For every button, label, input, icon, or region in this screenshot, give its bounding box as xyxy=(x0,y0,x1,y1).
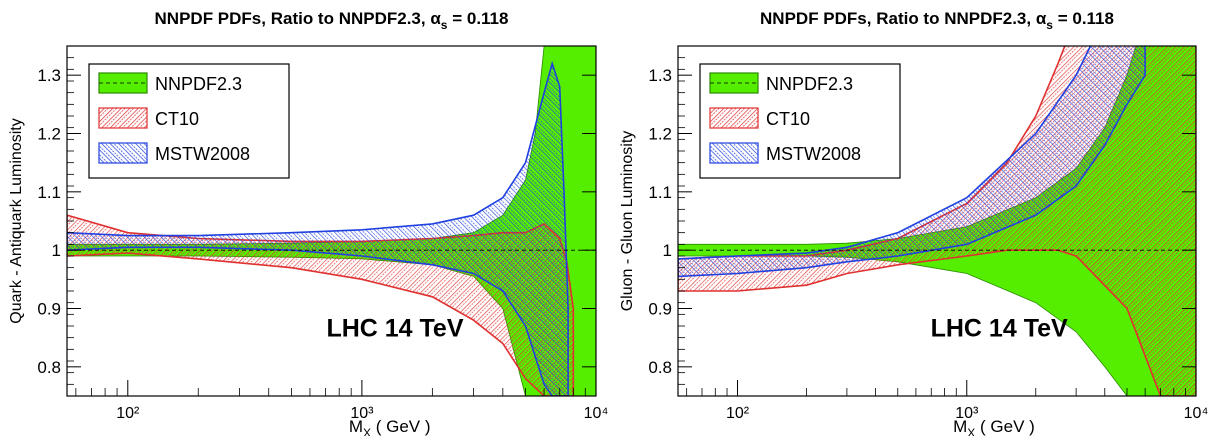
panel-2: 0.8 0.9 1 1.1 1.2 1.3 10² 10³ 10⁴ NNPDF PDFs, Rat… xyxy=(619,9,1209,440)
band-mstw2008 xyxy=(678,46,1146,278)
x-tick-label: 10³ xyxy=(955,405,979,422)
y-tick-label: 0.9 xyxy=(37,300,61,319)
annotation-lhc: LHC 14 TeV xyxy=(931,315,1068,343)
x-axis-label: MX ( GeV ) xyxy=(953,417,1035,436)
legend-label-mstw2008: MSTW2008 xyxy=(766,144,861,164)
legend: NNPDF2.3 CT10 MSTW2008 xyxy=(699,63,901,179)
plot-bands xyxy=(678,46,1196,396)
legend-label-ct10: CT10 xyxy=(766,109,810,129)
x-tick-label: 10² xyxy=(726,405,750,422)
legend-label-nnpdf2.3: NNPDF2.3 xyxy=(155,74,242,94)
x-tick-label: 10³ xyxy=(350,405,374,422)
legend-swatch-mstw2008 xyxy=(98,142,148,164)
plot-bands xyxy=(67,46,596,396)
y-tick-label: 1.1 xyxy=(648,183,672,202)
y-tick-label: 1 xyxy=(663,241,672,260)
y-tick-label: 1.2 xyxy=(37,125,61,144)
x-axis: 10² 10³ 10⁴ xyxy=(75,380,609,422)
y-tick-label: 1.1 xyxy=(37,183,61,202)
legend-swatch-ct10 xyxy=(709,107,759,129)
legend-swatch-mstw2008 xyxy=(709,142,759,164)
x-axis: 10² 10³ 10⁴ xyxy=(686,380,1209,422)
x-axis-label: MX ( GeV ) xyxy=(349,417,431,436)
x-tick-label: 10² xyxy=(116,405,140,422)
annotation-lhc: LHC 14 TeV xyxy=(326,315,463,343)
x-tick-label: 10⁴ xyxy=(1184,405,1209,422)
band-mstw2008 xyxy=(67,60,569,396)
legend-swatch-ct10 xyxy=(98,107,148,129)
x-tick-label: 10⁴ xyxy=(584,405,609,422)
panel-1: 0.8 0.9 1 1.1 1.2 1.3 10² 10³ 10⁴ NNPDF PDFs, Rat… xyxy=(8,9,609,440)
y-axis-label: Gluon - Gluon Luminosity xyxy=(619,131,636,312)
y-tick-label: 1.3 xyxy=(37,66,61,85)
y-axis-label: Quark - Antiquark Luminosity xyxy=(8,118,25,323)
y-tick-label: 1.3 xyxy=(648,66,672,85)
legend-label-nnpdf2.3: NNPDF2.3 xyxy=(766,74,853,94)
chart-title: NNPDF PDFs, Ratio to NNPDF2.3, αs = 0.11… xyxy=(155,9,509,32)
y-tick-label: 0.9 xyxy=(648,300,672,319)
y-axis: 0.8 0.9 1 1.1 1.2 1.3 xyxy=(648,45,1196,397)
legend-label-mstw2008: MSTW2008 xyxy=(155,144,250,164)
y-tick-label: 0.8 xyxy=(37,358,61,377)
y-tick-label: 1.2 xyxy=(648,125,672,144)
y-axis: 0.8 0.9 1 1.1 1.2 1.3 xyxy=(37,45,596,397)
y-tick-label: 0.8 xyxy=(648,358,672,377)
legend-label-ct10: CT10 xyxy=(155,109,199,129)
chart-title: NNPDF PDFs, Ratio to NNPDF2.3, αs = 0.11… xyxy=(760,9,1114,32)
y-tick-label: 1 xyxy=(52,241,61,260)
legend: NNPDF2.3 CT10 MSTW2008 xyxy=(88,63,290,179)
